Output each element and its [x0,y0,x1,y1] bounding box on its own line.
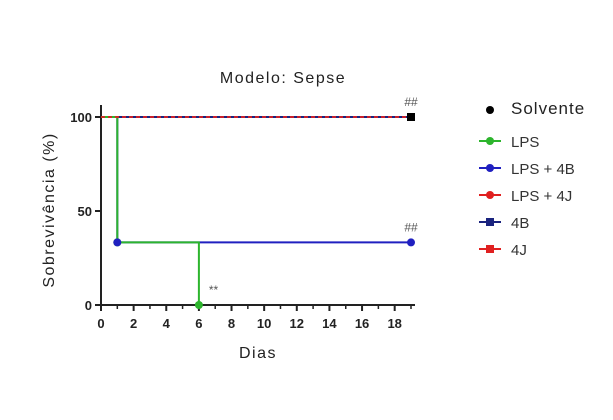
annotation-label: ## [404,220,418,234]
annotations: ## ## ** [209,95,418,297]
legend-item: 4J [479,242,527,259]
legend: Solvente LPS LPS + 4B LPS + 4J 4B 4J [479,99,585,259]
legend-item: LPS + 4B [479,161,575,178]
legend-label: Solvente [511,99,585,118]
data-point [194,301,203,309]
y-tick-label: 100 [70,110,92,125]
y-axis-label: Sobrevivência (%) [41,132,58,287]
legend-marker [486,245,494,253]
data-point [407,238,415,247]
legend-item: Solvente [486,99,585,118]
legend-marker [486,106,494,114]
x-tick-label: 2 [130,316,137,331]
x-tick-label: 10 [257,316,271,331]
x-tick-label: 0 [97,316,104,331]
series-line-lps-4b [101,116,411,244]
legend-label: 4J [511,242,527,259]
x-tick-label: 4 [163,316,171,331]
legend-item: LPS + 4J [479,188,572,205]
series-lines [101,113,415,309]
legend-label: LPS [511,134,539,151]
x-axis-label: Dias [239,345,277,362]
x-tick-label: 18 [387,316,401,331]
legend-item: 4B [479,215,529,232]
legend-marker [486,137,494,145]
y-tick-label: 50 [78,204,92,219]
legend-label: LPS + 4J [511,188,572,205]
x-tick-label: 12 [290,316,304,331]
legend-marker [486,191,494,199]
data-point [113,238,122,247]
chart-title: Modelo: Sepse [220,70,346,87]
data-point [407,113,415,121]
annotation-label: ** [209,283,219,297]
x-tick-label: 14 [322,316,337,331]
legend-label: 4B [511,215,529,232]
legend-marker [486,164,494,172]
annotation-label: ## [404,95,418,109]
x-tick-label: 6 [195,316,202,331]
series-line-lps [101,116,200,305]
legend-item: LPS [479,134,539,151]
axes: 0 2 4 6 8 10 12 14 16 18 0 50 100 [70,105,415,331]
x-tick-label: 16 [355,316,369,331]
legend-label: LPS + 4B [511,161,575,178]
y-tick-label: 0 [85,298,92,313]
x-tick-label: 8 [228,316,235,331]
legend-marker [486,218,494,226]
